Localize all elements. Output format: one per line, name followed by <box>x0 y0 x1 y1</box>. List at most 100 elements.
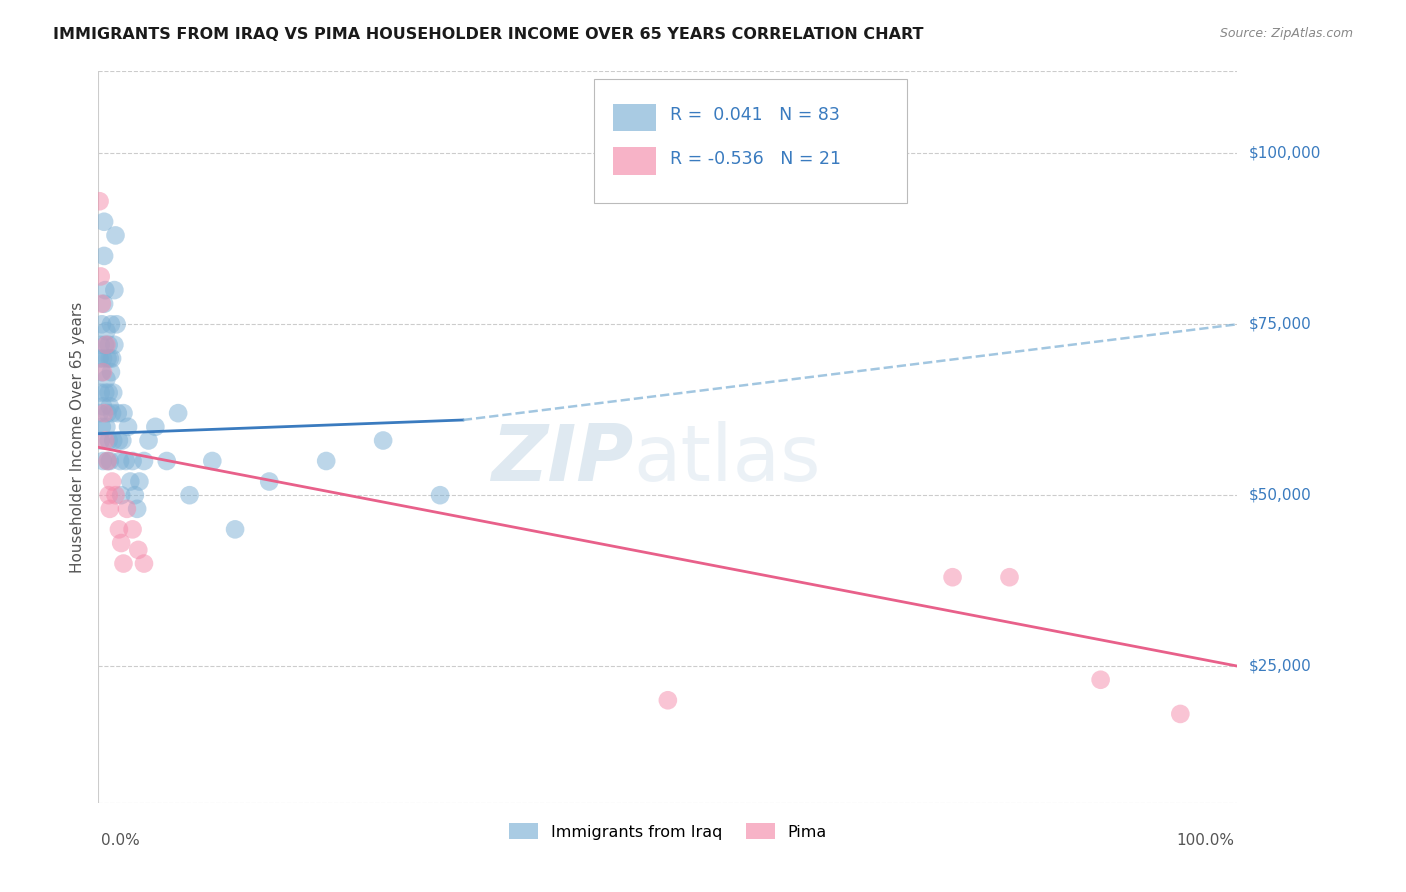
Point <box>97 338 120 352</box>
Point <box>89 351 111 366</box>
Text: Source: ZipAtlas.com: Source: ZipAtlas.com <box>1219 27 1353 40</box>
Point <box>98 501 121 516</box>
Point <box>96 406 118 420</box>
Point <box>132 557 155 571</box>
Text: $50,000: $50,000 <box>1249 488 1312 503</box>
Point <box>114 454 136 468</box>
Point <box>1170 706 1192 721</box>
Point <box>90 297 112 311</box>
Point <box>93 297 115 311</box>
Point <box>101 406 124 420</box>
Point <box>998 570 1021 584</box>
Point <box>94 283 117 297</box>
Point <box>93 215 115 229</box>
Point <box>89 194 111 209</box>
Point <box>94 385 117 400</box>
Point <box>96 454 118 468</box>
Legend: Immigrants from Iraq, Pima: Immigrants from Iraq, Pima <box>502 817 834 846</box>
Point <box>121 454 143 468</box>
Text: atlas: atlas <box>634 421 821 497</box>
Text: $100,000: $100,000 <box>1249 146 1320 161</box>
Point <box>101 351 124 366</box>
Point <box>90 385 112 400</box>
Point <box>90 318 112 332</box>
Point <box>90 338 112 352</box>
Point <box>108 434 131 448</box>
Point <box>112 557 135 571</box>
Text: 100.0%: 100.0% <box>1177 833 1234 848</box>
Point <box>91 351 114 366</box>
Point <box>127 501 149 516</box>
Point <box>98 454 121 468</box>
Point <box>121 522 143 536</box>
Point <box>103 338 125 352</box>
Point <box>94 338 117 352</box>
Point <box>91 365 114 379</box>
Point <box>96 338 118 352</box>
Point <box>94 434 117 448</box>
FancyBboxPatch shape <box>613 147 657 175</box>
FancyBboxPatch shape <box>613 103 657 131</box>
Point <box>90 420 112 434</box>
FancyBboxPatch shape <box>593 78 907 203</box>
Point <box>90 434 112 448</box>
Point <box>124 488 146 502</box>
Point <box>942 570 965 584</box>
Point <box>93 406 115 420</box>
Point <box>93 249 115 263</box>
Point <box>112 406 135 420</box>
Point <box>96 454 118 468</box>
Point <box>103 385 125 400</box>
Point <box>104 488 127 502</box>
Text: R = -0.536   N = 21: R = -0.536 N = 21 <box>671 150 841 168</box>
Text: IMMIGRANTS FROM IRAQ VS PIMA HOUSEHOLDER INCOME OVER 65 YEARS CORRELATION CHART: IMMIGRANTS FROM IRAQ VS PIMA HOUSEHOLDER… <box>53 27 924 42</box>
Point <box>97 434 120 448</box>
Point <box>110 536 132 550</box>
Point <box>117 420 139 434</box>
Point <box>104 228 127 243</box>
Point <box>371 434 394 448</box>
Point <box>90 269 112 284</box>
Point <box>98 351 121 366</box>
Point <box>89 406 111 420</box>
Point <box>132 454 155 468</box>
Point <box>98 400 121 414</box>
Point <box>115 501 138 516</box>
Point <box>429 488 451 502</box>
Point <box>315 454 337 468</box>
Point <box>90 365 112 379</box>
Point <box>97 488 120 502</box>
Point <box>96 351 118 366</box>
Y-axis label: Householder Income Over 65 years: Householder Income Over 65 years <box>69 301 84 573</box>
Point <box>120 475 142 489</box>
Point <box>167 406 190 420</box>
Point <box>179 488 201 502</box>
Point <box>657 693 679 707</box>
Point <box>128 475 150 489</box>
Text: $25,000: $25,000 <box>1249 658 1312 673</box>
Point <box>1090 673 1112 687</box>
Point <box>201 454 224 468</box>
Point <box>96 420 118 434</box>
Point <box>145 420 167 434</box>
Point <box>108 454 131 468</box>
Point <box>103 434 125 448</box>
Point <box>101 475 124 489</box>
Point <box>96 372 118 386</box>
Point <box>127 542 149 557</box>
Point <box>100 318 122 332</box>
Point <box>96 324 118 338</box>
Text: R =  0.041   N = 83: R = 0.041 N = 83 <box>671 106 839 124</box>
Text: $75,000: $75,000 <box>1249 317 1312 332</box>
Point <box>108 522 131 536</box>
Point <box>110 488 132 502</box>
Point <box>100 365 122 379</box>
Point <box>105 318 128 332</box>
Point <box>138 434 160 448</box>
Point <box>111 434 134 448</box>
Point <box>103 283 125 297</box>
Point <box>224 522 246 536</box>
Point <box>91 454 114 468</box>
Text: ZIP: ZIP <box>492 421 634 497</box>
Point <box>97 385 120 400</box>
